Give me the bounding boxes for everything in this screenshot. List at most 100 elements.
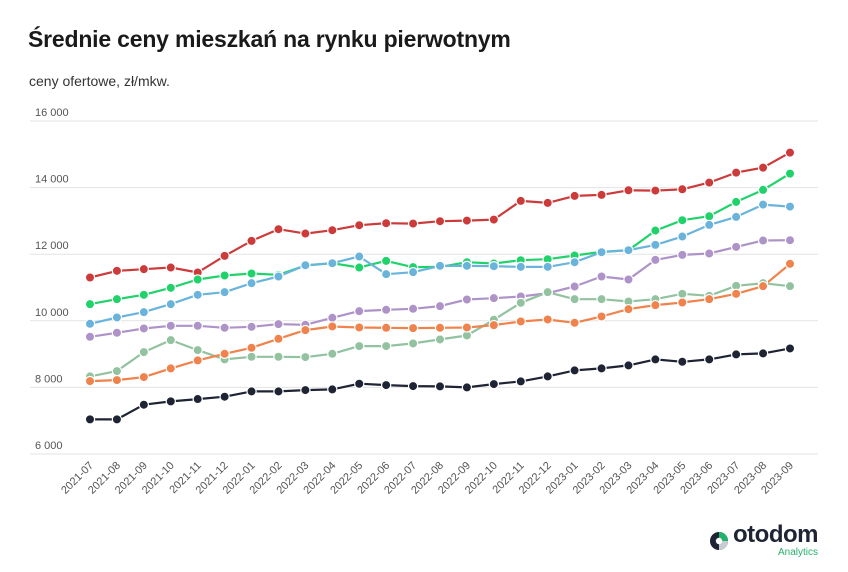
data-point bbox=[784, 147, 796, 158]
data-point bbox=[246, 351, 257, 362]
data-point bbox=[784, 280, 796, 292]
data-point bbox=[354, 251, 365, 262]
data-point bbox=[596, 311, 607, 322]
y-tick-label: 16 000 bbox=[35, 107, 69, 119]
data-point bbox=[461, 322, 473, 333]
data-point bbox=[434, 322, 446, 333]
data-point bbox=[407, 322, 419, 334]
data-point bbox=[327, 321, 338, 332]
data-point bbox=[434, 300, 446, 312]
data-point bbox=[757, 199, 769, 210]
data-point bbox=[650, 185, 661, 196]
data-point bbox=[757, 235, 769, 246]
data-point bbox=[273, 318, 284, 330]
data-point bbox=[542, 197, 553, 209]
data-point bbox=[273, 333, 284, 344]
data-point bbox=[704, 177, 715, 188]
data-point bbox=[380, 255, 392, 267]
data-point bbox=[327, 257, 338, 269]
data-point bbox=[434, 381, 446, 392]
data-point bbox=[461, 260, 473, 272]
data-point bbox=[84, 375, 96, 387]
data-point bbox=[380, 322, 392, 333]
data-point bbox=[730, 241, 742, 253]
data-point bbox=[677, 356, 688, 367]
data-point bbox=[569, 281, 580, 292]
data-point bbox=[704, 211, 715, 222]
data-point bbox=[677, 184, 688, 195]
data-point bbox=[407, 338, 419, 349]
data-point bbox=[730, 196, 742, 208]
data-point bbox=[407, 303, 419, 315]
data-point bbox=[246, 386, 257, 397]
data-point bbox=[650, 354, 661, 365]
data-point bbox=[219, 250, 230, 262]
data-point bbox=[515, 376, 526, 387]
data-point bbox=[246, 277, 257, 289]
data-point bbox=[461, 215, 473, 226]
data-point bbox=[515, 297, 526, 309]
logo-wordmark: otodom bbox=[733, 521, 818, 548]
data-point bbox=[246, 321, 257, 332]
data-point bbox=[138, 306, 150, 318]
data-point bbox=[784, 258, 796, 270]
data-point bbox=[434, 260, 446, 272]
data-point bbox=[192, 320, 203, 331]
data-point bbox=[730, 349, 742, 360]
data-point bbox=[677, 288, 688, 300]
data-point bbox=[138, 289, 150, 301]
data-point bbox=[354, 340, 365, 352]
data-point bbox=[730, 211, 742, 223]
data-point bbox=[354, 305, 365, 317]
data-point bbox=[569, 256, 580, 268]
data-point bbox=[219, 348, 230, 359]
data-point bbox=[569, 293, 580, 305]
data-point bbox=[650, 254, 661, 266]
data-point bbox=[84, 331, 96, 342]
data-point bbox=[192, 344, 203, 356]
data-point bbox=[569, 317, 580, 328]
data-point bbox=[219, 286, 230, 298]
data-point bbox=[784, 201, 796, 212]
data-point bbox=[623, 360, 634, 371]
data-point bbox=[569, 190, 580, 202]
data-point bbox=[623, 303, 634, 315]
y-tick-label: 8 000 bbox=[35, 373, 63, 385]
data-point bbox=[407, 380, 419, 392]
otodom-analytics-logo: otodom Analytics bbox=[709, 521, 818, 558]
data-point bbox=[246, 268, 257, 279]
data-point bbox=[380, 379, 392, 391]
data-point bbox=[273, 386, 284, 397]
data-point bbox=[623, 245, 634, 256]
data-point bbox=[569, 365, 580, 376]
data-point bbox=[757, 348, 769, 359]
data-point bbox=[434, 334, 446, 345]
data-point bbox=[165, 298, 176, 310]
data-point bbox=[354, 322, 365, 333]
data-point bbox=[757, 162, 769, 173]
data-point bbox=[327, 348, 338, 359]
data-point bbox=[354, 378, 365, 389]
data-point bbox=[165, 262, 176, 273]
data-point bbox=[677, 249, 688, 261]
data-point bbox=[784, 235, 796, 246]
data-point bbox=[300, 384, 311, 396]
data-point bbox=[704, 248, 715, 259]
data-point bbox=[488, 292, 500, 304]
data-point bbox=[192, 274, 203, 285]
logo-subtitle: Analytics bbox=[777, 547, 818, 558]
data-point bbox=[650, 239, 661, 251]
data-point bbox=[757, 280, 769, 292]
data-point bbox=[730, 288, 742, 300]
data-point bbox=[757, 184, 769, 196]
data-point bbox=[542, 261, 553, 273]
data-point bbox=[488, 260, 500, 272]
data-point bbox=[111, 365, 123, 377]
data-point bbox=[165, 282, 176, 294]
data-point bbox=[111, 293, 123, 305]
data-point bbox=[650, 225, 661, 236]
y-tick-label: 14 000 bbox=[35, 174, 69, 186]
data-point bbox=[84, 272, 96, 283]
data-point bbox=[784, 168, 796, 179]
